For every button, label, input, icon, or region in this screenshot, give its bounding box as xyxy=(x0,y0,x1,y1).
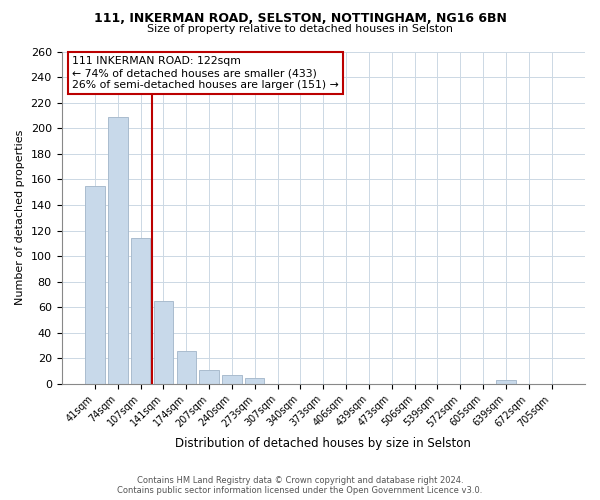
Bar xyxy=(222,375,242,384)
Bar xyxy=(199,370,219,384)
X-axis label: Distribution of detached houses by size in Selston: Distribution of detached houses by size … xyxy=(175,437,471,450)
Text: Size of property relative to detached houses in Selston: Size of property relative to detached ho… xyxy=(147,24,453,34)
Text: Contains HM Land Registry data © Crown copyright and database right 2024.
Contai: Contains HM Land Registry data © Crown c… xyxy=(118,476,482,495)
Bar xyxy=(85,186,105,384)
Bar xyxy=(108,116,128,384)
Bar xyxy=(154,301,173,384)
Bar xyxy=(245,378,265,384)
Bar xyxy=(176,350,196,384)
Text: 111, INKERMAN ROAD, SELSTON, NOTTINGHAM, NG16 6BN: 111, INKERMAN ROAD, SELSTON, NOTTINGHAM,… xyxy=(94,12,506,26)
Bar xyxy=(131,238,151,384)
Text: 111 INKERMAN ROAD: 122sqm
← 74% of detached houses are smaller (433)
26% of semi: 111 INKERMAN ROAD: 122sqm ← 74% of detac… xyxy=(72,56,339,90)
Y-axis label: Number of detached properties: Number of detached properties xyxy=(15,130,25,306)
Bar xyxy=(496,380,515,384)
